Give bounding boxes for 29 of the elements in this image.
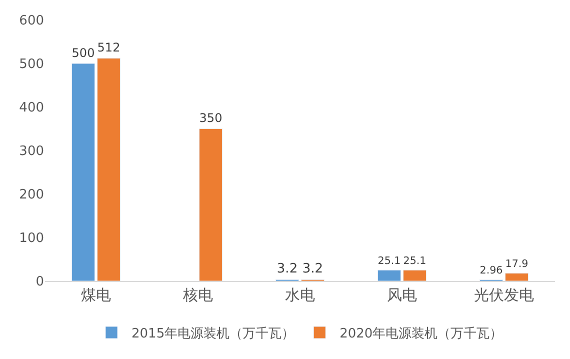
- bar: [72, 63, 95, 281]
- data-label: 3.2: [276, 262, 298, 277]
- data-label: 25.1: [403, 254, 426, 267]
- data-label: 3.2: [302, 262, 324, 277]
- bar: [199, 128, 222, 281]
- bar: [378, 270, 401, 281]
- legend-label: 2015年电源装机（万千瓦）: [132, 326, 295, 342]
- data-label: 350: [199, 111, 222, 126]
- data-label: 512: [97, 40, 120, 55]
- x-tick-label: 煤电: [81, 286, 111, 304]
- x-tick-label: 风电: [387, 286, 417, 304]
- bar: [97, 58, 120, 281]
- x-tick-label: 光伏发电: [474, 286, 534, 304]
- y-tick-label: 400: [19, 100, 44, 116]
- legend-label: 2020年电源装机（万千瓦）: [340, 326, 503, 342]
- y-tick-label: 500: [19, 57, 44, 72]
- data-label: 25.1: [378, 254, 401, 267]
- y-tick-label: 200: [19, 188, 44, 203]
- data-label: 500: [72, 46, 95, 60]
- data-label: 17.9: [505, 258, 528, 270]
- x-tick-label: 核电: [182, 286, 213, 304]
- x-tick-label: 水电: [285, 286, 315, 304]
- y-tick-label: 100: [19, 231, 44, 246]
- y-tick-label: 300: [19, 144, 44, 160]
- bar: [505, 272, 528, 281]
- bar: [403, 270, 426, 281]
- data-label: 2.96: [480, 264, 503, 277]
- y-tick-label: 0: [36, 274, 44, 290]
- y-tick-label: 600: [19, 14, 44, 29]
